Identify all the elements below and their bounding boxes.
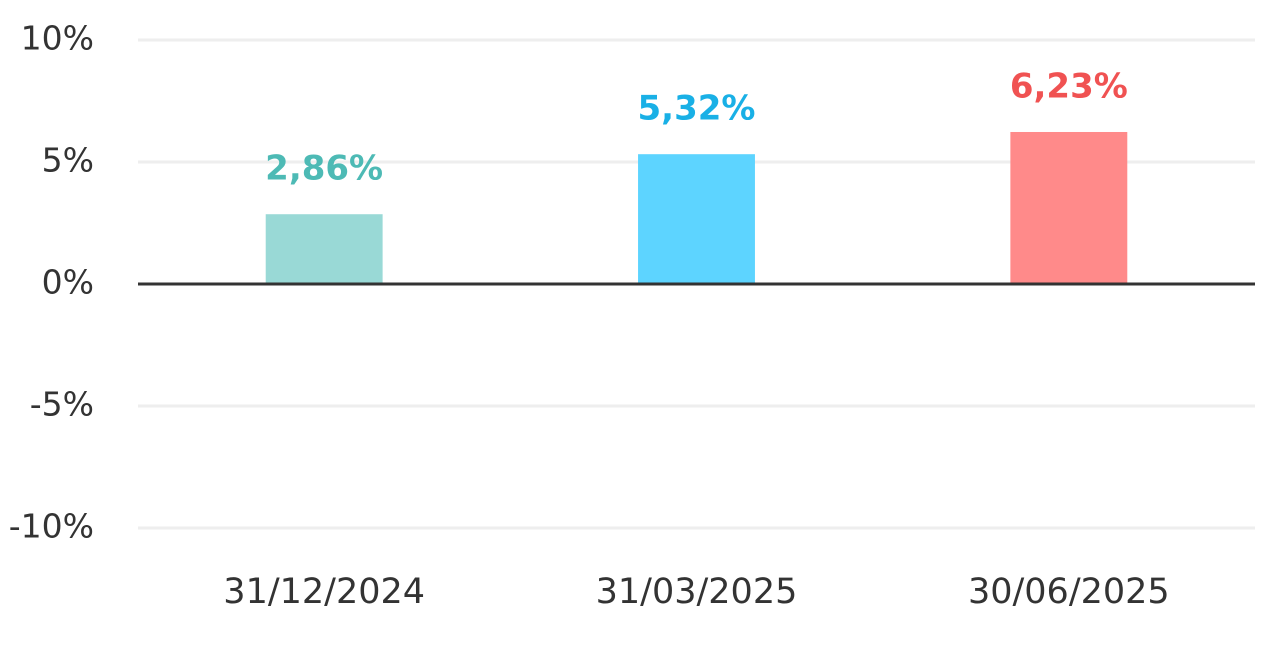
value-label: 2,86% [265,149,383,189]
bar [638,154,755,284]
value-label: 6,23% [1010,66,1128,106]
x-tick-label: 31/03/2025 [596,572,798,612]
x-tick-label: 31/12/2024 [223,572,425,612]
value-label: 5,32% [638,89,756,129]
y-tick-label: -5% [30,385,94,424]
y-tick-label: 10% [21,19,94,58]
y-tick-label: -10% [9,507,94,546]
y-tick-label: 5% [42,141,94,180]
bar [1010,131,1128,284]
bar [265,214,383,284]
y-tick-label: 0% [42,263,94,302]
x-tick-label: 30/06/2025 [968,572,1170,612]
